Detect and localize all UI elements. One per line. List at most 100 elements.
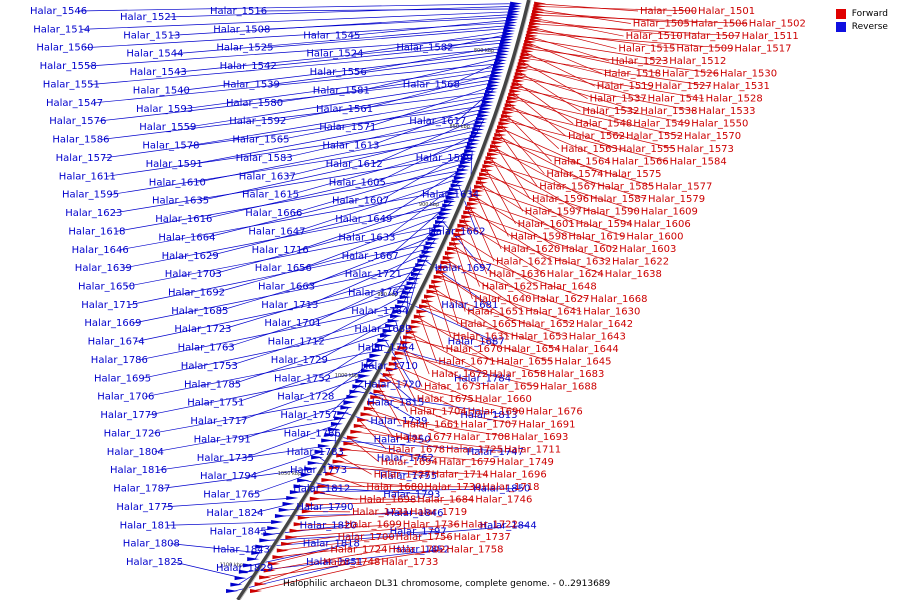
- gene-label-forward[interactable]: Halar_1518: [604, 69, 661, 80]
- gene-label-forward[interactable]: Halar_1555: [619, 144, 676, 155]
- gene-label-forward[interactable]: Halar_1552: [626, 131, 683, 142]
- gene-label-forward[interactable]: Halar_1620: [503, 244, 560, 255]
- gene-label-forward[interactable]: Halar_1566: [612, 156, 669, 167]
- gene-label-reverse[interactable]: Halar_1612: [326, 159, 383, 170]
- gene-label-reverse[interactable]: Halar_1829: [216, 563, 273, 574]
- gene-label-reverse[interactable]: Halar_1542: [220, 61, 277, 72]
- gene-label-reverse[interactable]: Halar_1765: [203, 490, 260, 501]
- gene-label-forward[interactable]: Halar_1748: [323, 557, 380, 568]
- gene-label-reverse[interactable]: Halar_1766: [284, 428, 341, 439]
- gene-label-reverse[interactable]: Halar_1582: [396, 43, 453, 54]
- gene-label-reverse[interactable]: Halar_1818: [303, 539, 360, 550]
- gene-label-forward[interactable]: Halar_1694: [381, 457, 438, 468]
- gene-label-forward[interactable]: Halar_1567: [539, 181, 596, 192]
- gene-label-forward[interactable]: Halar_1676: [526, 407, 583, 418]
- gene-label-reverse[interactable]: Halar_1851: [306, 557, 363, 568]
- gene-label-reverse[interactable]: Halar_1674: [88, 337, 145, 348]
- gene-label-reverse[interactable]: Halar_1544: [126, 49, 183, 60]
- gene-label-reverse[interactable]: Halar_1513: [123, 30, 180, 41]
- gene-label-forward[interactable]: Halar_1659: [482, 382, 539, 393]
- gene-label-reverse[interactable]: Halar_1825: [126, 557, 183, 568]
- gene-label-reverse[interactable]: Halar_1551: [43, 79, 100, 90]
- gene-label-forward[interactable]: Halar_1630: [583, 307, 640, 318]
- gene-label-reverse[interactable]: Halar_1635: [152, 196, 209, 207]
- gene-label-forward[interactable]: Halar_1512: [669, 56, 726, 67]
- gene-label-forward[interactable]: Halar_1603: [619, 244, 676, 255]
- gene-label-reverse[interactable]: Halar_1525: [216, 43, 273, 54]
- gene-label-reverse[interactable]: Halar_1843: [213, 545, 270, 556]
- gene-label-reverse[interactable]: Halar_1754: [358, 343, 415, 354]
- gene-label-reverse[interactable]: Halar_1581: [313, 85, 370, 96]
- gene-label-reverse[interactable]: Halar_1616: [155, 214, 212, 225]
- gene-label-reverse[interactable]: Halar_1697: [435, 263, 492, 274]
- gene-label-reverse[interactable]: Halar_1561: [316, 104, 373, 115]
- gene-label-reverse[interactable]: Halar_1593: [136, 104, 193, 115]
- gene-label-forward[interactable]: Halar_1648: [540, 282, 597, 293]
- gene-label-reverse[interactable]: Halar_1750: [374, 434, 431, 445]
- gene-label-reverse[interactable]: Halar_1591: [146, 159, 203, 170]
- gene-label-forward[interactable]: Halar_1654: [504, 344, 561, 355]
- gene-label-reverse[interactable]: Halar_1747: [467, 447, 524, 458]
- gene-label-forward[interactable]: Halar_1636: [489, 269, 546, 280]
- gene-label-forward[interactable]: Halar_1722: [461, 519, 518, 530]
- gene-label-forward[interactable]: Halar_1696: [490, 469, 547, 480]
- gene-label-reverse[interactable]: Halar_1685: [171, 306, 228, 317]
- gene-label-forward[interactable]: Halar_1733: [381, 557, 438, 568]
- gene-label-forward[interactable]: Halar_1562: [568, 131, 625, 142]
- gene-label-reverse[interactable]: Halar_1637: [239, 171, 296, 182]
- gene-label-reverse[interactable]: Halar_1578: [142, 141, 199, 152]
- gene-label-reverse[interactable]: Halar_1739: [370, 416, 427, 427]
- gene-label-reverse[interactable]: Halar_1762: [377, 453, 434, 464]
- gene-label-reverse[interactable]: Halar_1844: [480, 520, 537, 531]
- gene-label-reverse[interactable]: Halar_1775: [116, 502, 173, 513]
- gene-label-reverse[interactable]: Halar_1808: [123, 539, 180, 550]
- gene-label-forward[interactable]: Halar_1756: [396, 532, 453, 543]
- gene-label-forward[interactable]: Halar_1584: [670, 156, 727, 167]
- gene-label-forward[interactable]: Halar_1533: [698, 106, 755, 117]
- gene-label-reverse[interactable]: Halar_1695: [94, 373, 151, 384]
- gene-label-forward[interactable]: Halar_1574: [546, 169, 603, 180]
- gene-label-reverse[interactable]: Halar_1755: [380, 471, 437, 482]
- gene-label-forward[interactable]: Halar_1653: [511, 332, 568, 343]
- gene-label-reverse[interactable]: Halar_1605: [329, 177, 386, 188]
- gene-label-reverse[interactable]: Halar_1751: [187, 398, 244, 409]
- gene-label-forward[interactable]: Halar_1714: [432, 469, 489, 480]
- gene-label-reverse[interactable]: Halar_1729: [271, 355, 328, 366]
- gene-label-reverse[interactable]: Halar_1583: [236, 153, 293, 164]
- gene-label-reverse[interactable]: Halar_1565: [232, 135, 289, 146]
- gene-label-reverse[interactable]: Halar_1784: [454, 373, 511, 384]
- gene-label-reverse[interactable]: Halar_1706: [97, 392, 154, 403]
- gene-label-reverse[interactable]: Halar_1786: [91, 355, 148, 366]
- gene-label-forward[interactable]: Halar_1575: [604, 169, 661, 180]
- gene-label-forward[interactable]: Halar_1627: [532, 294, 589, 305]
- gene-label-reverse[interactable]: Halar_1524: [306, 49, 363, 60]
- gene-label-reverse[interactable]: Halar_1610: [149, 177, 206, 188]
- gene-label-reverse[interactable]: Halar_1646: [72, 245, 129, 256]
- gene-label-reverse[interactable]: Halar_1791: [194, 434, 251, 445]
- gene-label-forward[interactable]: Halar_1509: [676, 44, 733, 55]
- gene-label-forward[interactable]: Halar_1570: [684, 131, 741, 142]
- gene-label-forward[interactable]: Halar_1700: [338, 532, 395, 543]
- gene-label-reverse[interactable]: Halar_1813: [460, 410, 517, 421]
- gene-label-forward[interactable]: Halar_1746: [475, 494, 532, 505]
- gene-label-forward[interactable]: Halar_1668: [590, 294, 647, 305]
- gene-label-forward[interactable]: Halar_1532: [582, 106, 639, 117]
- gene-label-reverse[interactable]: Halar_1779: [100, 410, 157, 421]
- gene-label-reverse[interactable]: Halar_1845: [210, 526, 267, 537]
- gene-label-forward[interactable]: Halar_1530: [720, 69, 777, 80]
- gene-label-forward[interactable]: Halar_1719: [410, 507, 467, 518]
- gene-label-forward[interactable]: Halar_1515: [618, 44, 675, 55]
- gene-label-reverse[interactable]: Halar_1797: [390, 526, 447, 537]
- gene-label-reverse[interactable]: Halar_1629: [162, 251, 219, 262]
- gene-label-forward[interactable]: Halar_1690: [468, 407, 525, 418]
- gene-label-reverse[interactable]: Halar_1692: [168, 288, 225, 299]
- gene-label-reverse[interactable]: Halar_1735: [197, 453, 254, 464]
- gene-label-forward[interactable]: Halar_1598: [510, 231, 567, 242]
- gene-label-reverse[interactable]: Halar_1787: [113, 484, 170, 495]
- gene-label-forward[interactable]: Halar_1619: [568, 231, 625, 242]
- gene-label-reverse[interactable]: Halar_1752: [274, 373, 331, 384]
- gene-label-reverse[interactable]: Halar_1763: [178, 343, 235, 354]
- gene-label-forward[interactable]: Halar_1632: [554, 256, 611, 267]
- gene-label-forward[interactable]: Halar_1688: [540, 382, 597, 393]
- gene-label-forward[interactable]: Halar_1665: [460, 319, 517, 330]
